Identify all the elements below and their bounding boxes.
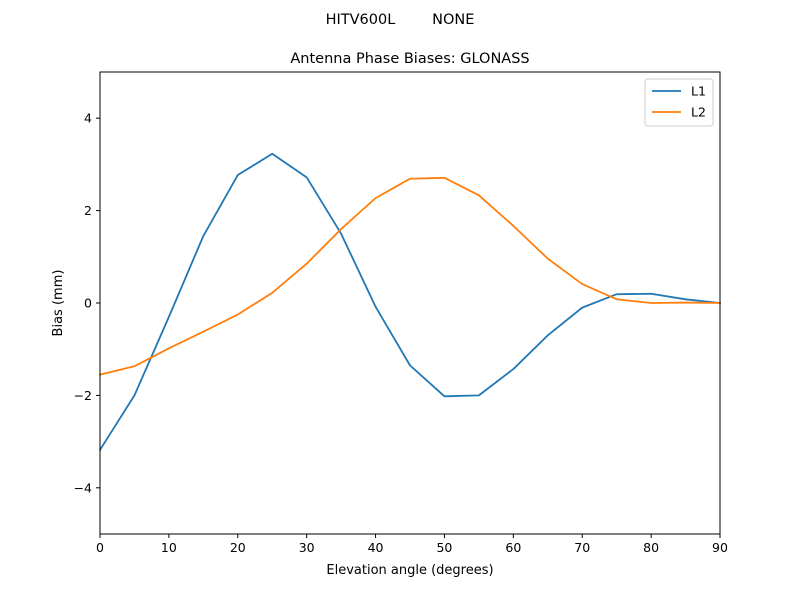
x-tick-label: 30	[299, 540, 315, 555]
x-tick-label: 10	[161, 540, 177, 555]
x-tick-label: 20	[230, 540, 246, 555]
legend-label-l2: L2	[691, 105, 706, 120]
x-tick-label: 70	[574, 540, 590, 555]
x-tick-label: 60	[505, 540, 521, 555]
y-tick-label: 4	[84, 111, 92, 126]
x-tick-label: 40	[368, 540, 384, 555]
x-tick-label: 0	[96, 540, 104, 555]
series-line-l1	[98, 152, 721, 452]
series-line-l2	[98, 176, 721, 376]
x-tick-label: 90	[712, 540, 728, 555]
x-tick-label: 50	[436, 540, 452, 555]
chart-title: Antenna Phase Biases: GLONASS	[290, 51, 529, 67]
axes-frame	[99, 71, 721, 535]
x-tick-label: 80	[643, 540, 659, 555]
axis-ticks: 0 10 20 30 40 50 60 70 80 90 −4 −2 0 2 4	[74, 111, 728, 555]
y-axis-label: Bias (mm)	[51, 270, 66, 337]
legend-label-l1: L1	[691, 84, 706, 99]
y-tick-label: 2	[84, 203, 92, 218]
series-lines	[98, 152, 721, 452]
y-tick-label: 0	[84, 296, 92, 311]
x-axis-label: Elevation angle (degrees)	[326, 563, 493, 578]
y-tick-label: −2	[74, 388, 92, 403]
figure-suptitle: HITV600L NONE	[326, 12, 475, 28]
y-tick-label: −4	[74, 480, 92, 495]
